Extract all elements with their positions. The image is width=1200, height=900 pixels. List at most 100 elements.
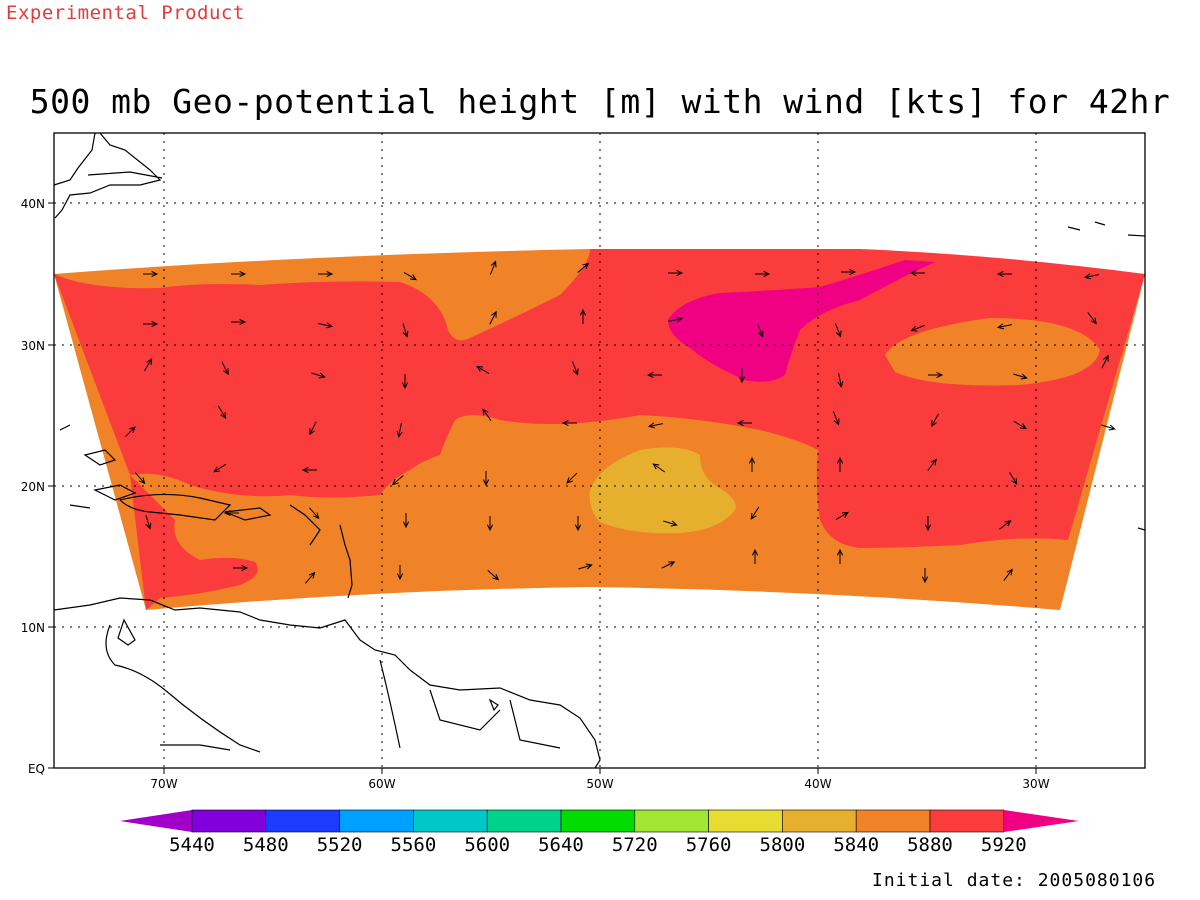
wind-arrow	[924, 516, 932, 532]
initial-date: Initial date: 2005080106	[872, 870, 1157, 891]
colorbar-label: 5560	[391, 834, 437, 856]
y-tick-label: 30N	[21, 339, 45, 353]
wind-arrow	[309, 421, 317, 436]
y-tick-label: 10N	[21, 621, 45, 635]
wind-arrow	[145, 515, 152, 530]
wind-arrow	[738, 368, 746, 384]
colorbar-label: 5600	[464, 834, 510, 856]
map-title: 500 mb Geo-potential height [m] with win…	[29, 82, 1171, 121]
wind-arrow	[652, 463, 666, 473]
wind-arrow	[756, 323, 764, 338]
wind-arrow	[489, 310, 497, 325]
wind-arrow	[751, 548, 759, 564]
colorbar-right-arrow	[1003, 810, 1079, 832]
colorbar-swatch	[191, 809, 267, 833]
colorbar-label: 5920	[981, 834, 1027, 856]
wind-arrow	[486, 516, 494, 532]
wind-arrow	[1013, 373, 1028, 380]
wind-arrow	[748, 456, 756, 472]
wind-arrow	[750, 506, 760, 520]
colorbar-label: 5640	[538, 834, 584, 856]
y-tick-label: EQ	[28, 762, 45, 776]
wind-arrow	[927, 458, 937, 471]
wind-arrow	[736, 419, 752, 427]
colorbar-label: 5440	[169, 834, 215, 856]
wind-arrow	[836, 456, 844, 472]
wind-arrow	[301, 466, 317, 474]
contour-5880-east-lobe	[885, 318, 1100, 386]
wind-arrow	[396, 423, 403, 438]
colorbar-label: 5800	[760, 834, 806, 856]
wind-arrow	[648, 422, 663, 429]
wind-arrow	[999, 520, 1012, 530]
colorbar-swatch	[855, 809, 931, 833]
wind-arrow	[1087, 312, 1097, 325]
colorbar-label: 5720	[612, 834, 658, 856]
wind-arrow	[921, 568, 929, 584]
wind-arrow	[1003, 568, 1013, 581]
x-tick-label: 30W	[1022, 777, 1049, 791]
colorbar-swatch	[413, 809, 488, 833]
wind-arrow	[311, 372, 326, 379]
x-tick-label: 70W	[150, 777, 177, 791]
wind-arrow	[233, 564, 249, 572]
wind-arrow	[391, 475, 404, 486]
wind-arrow	[832, 411, 840, 426]
contour-5960	[668, 260, 935, 382]
coastlines	[53, 132, 1146, 769]
wind-arrow	[661, 561, 676, 569]
x-tick-label: 40W	[804, 777, 831, 791]
contour-5920-southwest	[130, 475, 258, 610]
wind-arrow	[1101, 424, 1116, 431]
wind-arrow	[309, 507, 320, 520]
colorbar-label: 5840	[833, 834, 879, 856]
wind-arrow	[841, 268, 857, 276]
x-tick-label: 50W	[586, 777, 613, 791]
contour-5840	[589, 447, 736, 534]
wind-arrow	[476, 365, 490, 375]
wind-vectors	[124, 260, 1116, 584]
wind-arrow	[997, 323, 1012, 330]
wind-arrow	[124, 426, 136, 438]
colorbar-swatch	[339, 809, 414, 833]
wind-arrow	[837, 373, 844, 388]
wind-arrow	[482, 408, 492, 421]
wind-arrow	[755, 270, 771, 278]
colorbar-swatch	[929, 809, 1005, 833]
wind-arrow	[834, 323, 842, 338]
colorbar-left-arrow	[120, 810, 192, 832]
wind-arrow	[996, 270, 1012, 278]
wind-arrow	[646, 371, 662, 379]
colorbar-label: 5760	[686, 834, 732, 856]
wind-arrow	[305, 571, 316, 584]
wind-arrow	[143, 320, 159, 328]
wind-arrow	[396, 565, 404, 581]
wind-arrow	[835, 511, 849, 521]
colorbar-label: 5480	[243, 834, 289, 856]
colorbar-swatch	[708, 809, 783, 833]
colorbar-swatch	[486, 809, 562, 833]
colorbar-swatch	[265, 809, 340, 833]
colorbar-label: 5880	[907, 834, 953, 856]
wind-arrow	[231, 270, 247, 278]
wind-arrow	[402, 323, 409, 338]
wind-arrow	[561, 419, 577, 427]
wind-arrow	[221, 361, 229, 376]
wind-arrow	[489, 260, 497, 275]
x-axis: 70W 60W 50W 40W 30W	[150, 768, 1050, 791]
wind-arrow	[579, 308, 587, 324]
wind-arrow	[578, 563, 593, 570]
wind-arrow	[1084, 273, 1099, 280]
wind-arrow	[668, 316, 683, 323]
wind-arrow	[566, 472, 578, 484]
wind-arrow	[1101, 354, 1109, 369]
x-tick-label: 60W	[368, 777, 395, 791]
wind-arrow	[836, 548, 844, 564]
wind-arrow	[1008, 471, 1018, 485]
colorbar-label: 5520	[317, 834, 363, 856]
wind-arrow	[318, 270, 334, 278]
wind-arrow	[403, 271, 417, 281]
wind-arrow	[931, 413, 939, 428]
wind-arrow	[1013, 420, 1027, 430]
